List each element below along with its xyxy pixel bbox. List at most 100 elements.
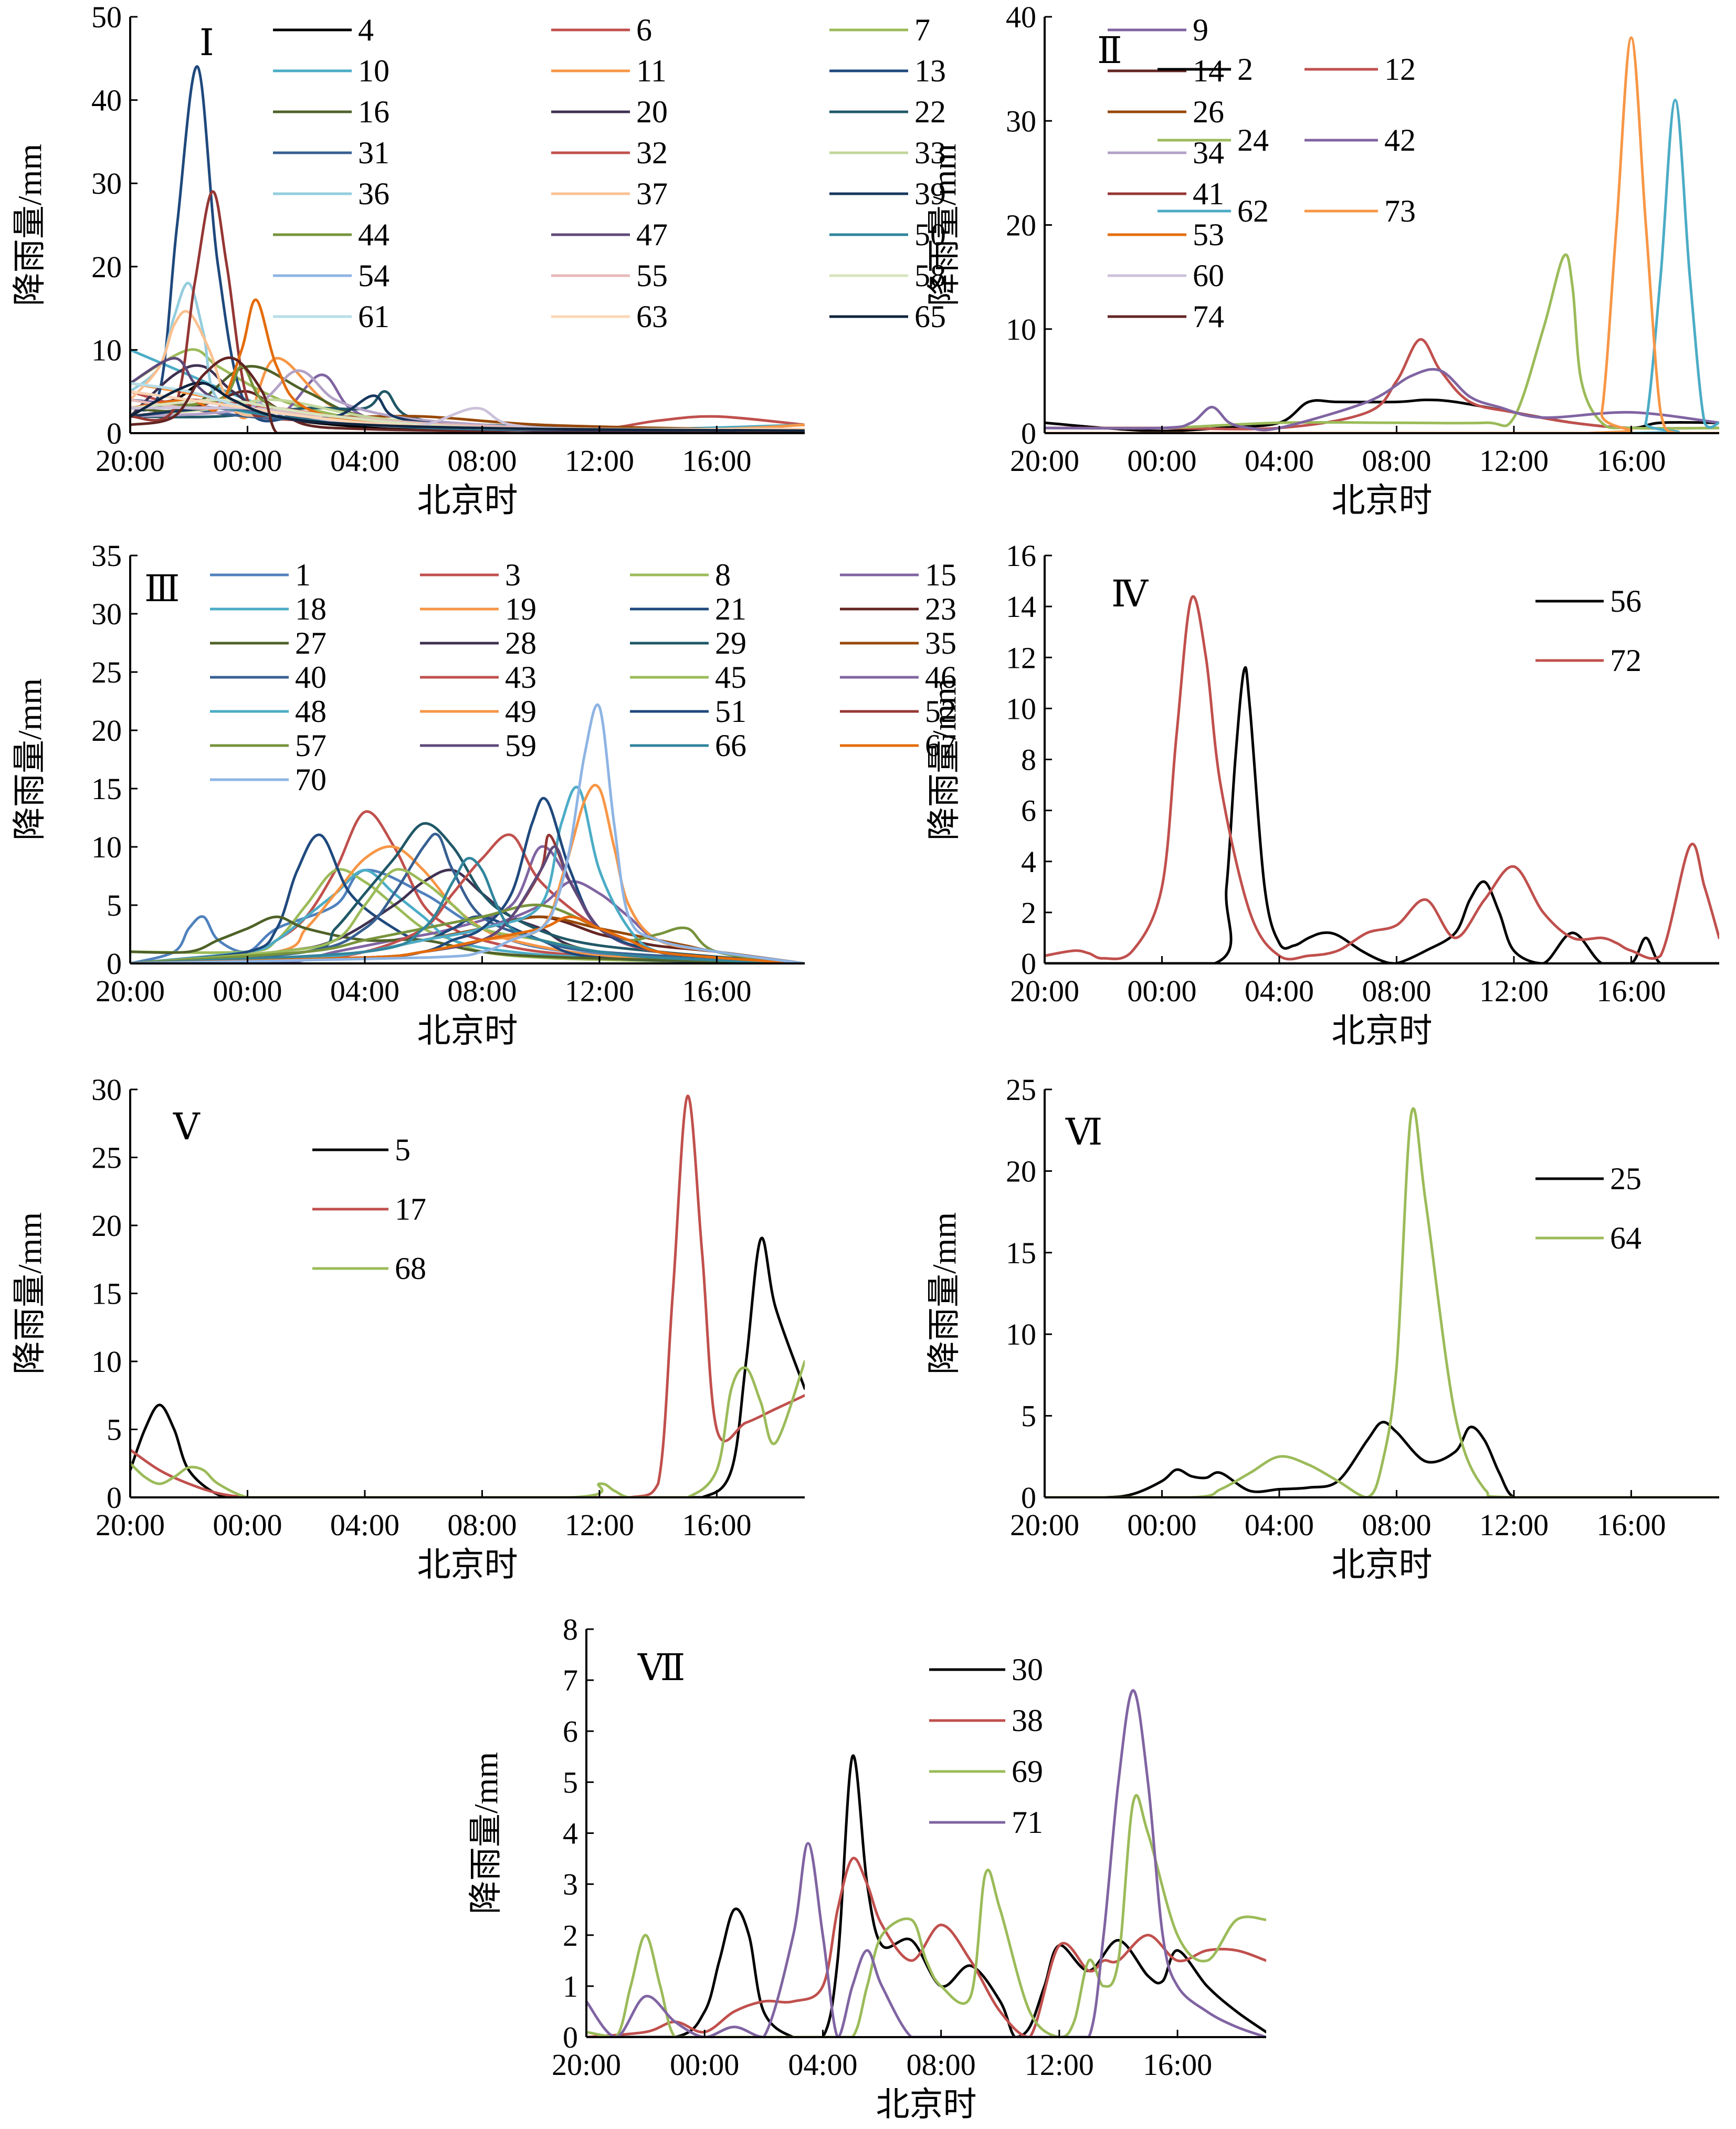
legend-entry-51: 51 — [715, 694, 746, 729]
series-line-3 — [130, 810, 805, 963]
legend-entry-48: 48 — [295, 694, 327, 729]
legend-entry-39: 39 — [914, 176, 946, 211]
legend-entry-40: 40 — [295, 660, 327, 695]
x-tick-label: 00:00 — [670, 2048, 739, 2082]
legend-entry-53: 53 — [1193, 217, 1224, 252]
y-tick-label: 10 — [91, 1345, 122, 1379]
series-line-42 — [1045, 368, 1719, 432]
x-axis-title: 北京时 — [1332, 1546, 1433, 1583]
y-tick-label: 15 — [1006, 1236, 1036, 1270]
y-tick-label: 0 — [1021, 1481, 1036, 1515]
legend-entry-9: 9 — [1193, 13, 1208, 47]
y-tick-label: 14 — [1006, 590, 1036, 624]
series-line-74 — [130, 356, 805, 433]
x-tick-label: 00:00 — [213, 444, 282, 478]
x-tick-label: 04:00 — [1245, 1508, 1314, 1542]
legend-entry-28: 28 — [505, 626, 536, 660]
series-line-62 — [1045, 99, 1719, 433]
y-tick-label: 0 — [1021, 947, 1036, 981]
legend: 30 38 69 71 — [929, 1652, 1043, 1840]
x-tick-label: 12:00 — [1479, 1508, 1549, 1542]
x-tick-label: 08:00 — [1362, 444, 1431, 478]
series-line-72 — [1045, 595, 1719, 961]
y-axis-title: 降雨量/mm — [925, 678, 963, 841]
legend-entry-22: 22 — [914, 95, 946, 129]
legend-entry-72: 72 — [1610, 643, 1642, 678]
y-tick-label: 30 — [91, 1073, 122, 1107]
y-tick-label: 5 — [563, 1765, 578, 1799]
legend-entry-21: 21 — [715, 592, 746, 626]
y-tick-label: 10 — [1006, 312, 1036, 347]
y-tick-label: 5 — [107, 888, 122, 922]
series-line-17 — [130, 1095, 805, 1497]
series-line-66 — [130, 857, 805, 963]
legend-entry-59: 59 — [505, 728, 536, 763]
x-axis-title: 北京时 — [417, 1012, 518, 1050]
y-tick-label: 50 — [91, 0, 122, 34]
legend-entry-16: 16 — [358, 95, 390, 129]
panel-label: Ⅱ — [1097, 31, 1122, 71]
y-tick-label: 20 — [91, 714, 122, 748]
legend-entry-24: 24 — [1237, 123, 1269, 158]
legend-entry-2: 2 — [1237, 52, 1253, 87]
legend-entry-3: 3 — [505, 558, 521, 592]
legend-entry-25: 25 — [1610, 1161, 1642, 1196]
y-tick-label: 25 — [1006, 1073, 1036, 1107]
y-tick-label: 10 — [91, 830, 122, 864]
legend: 2 12 24 42 62 73 — [1158, 52, 1416, 228]
series-line-21 — [130, 833, 805, 963]
y-tick-label: 35 — [91, 539, 122, 573]
y-tick-label: 0 — [1021, 416, 1036, 450]
y-tick-label: 20 — [1006, 1154, 1036, 1188]
x-tick-label: 04:00 — [330, 1508, 399, 1542]
x-axis-title: 北京时 — [1332, 482, 1433, 519]
y-tick-label: 25 — [91, 1141, 122, 1175]
x-tick-label: 08:00 — [907, 2048, 976, 2082]
series-group — [130, 65, 805, 433]
legend-entry-74: 74 — [1193, 299, 1224, 334]
panel-label: Ⅳ — [1111, 574, 1149, 615]
panel-label: Ⅲ — [144, 569, 180, 610]
legend-entry-62: 62 — [1237, 194, 1269, 228]
legend-entry-63: 63 — [636, 299, 668, 334]
legend-entry-15: 15 — [925, 558, 956, 592]
series-line-56 — [1045, 666, 1719, 963]
series-line-24 — [1045, 253, 1719, 430]
panel-label: Ⅵ — [1065, 1113, 1102, 1153]
x-tick-label: 00:00 — [1127, 974, 1196, 1008]
legend-entry-33: 33 — [914, 135, 946, 170]
legend-entry-14: 14 — [1193, 54, 1224, 88]
x-tick-label: 08:00 — [447, 1508, 517, 1542]
series-line-29 — [130, 822, 805, 963]
y-tick-label: 0 — [107, 416, 122, 450]
x-tick-label: 04:00 — [1245, 444, 1314, 478]
series-line-13 — [130, 65, 805, 432]
x-tick-label: 16:00 — [1596, 444, 1666, 478]
series-line-5 — [130, 1236, 805, 1497]
y-axis-title: 降雨量/mm — [11, 1212, 48, 1375]
chart-panel-5: 0 5 10 15 20 25 30 20:00 00:00 04:00 08:00 12:00 16:… — [11, 1073, 805, 1583]
y-tick-label: 5 — [107, 1413, 122, 1447]
x-tick-label: 16:00 — [1596, 1508, 1666, 1542]
legend-entry-1: 1 — [295, 558, 311, 592]
legend-entry-18: 18 — [295, 592, 327, 626]
series-line-65 — [130, 381, 805, 432]
legend-entry-42: 42 — [1384, 123, 1416, 158]
y-tick-label: 40 — [1006, 0, 1036, 34]
y-tick-label: 10 — [1006, 1317, 1036, 1351]
x-tick-label: 04:00 — [788, 2048, 857, 2082]
y-tick-label: 12 — [1006, 641, 1036, 675]
y-tick-label: 6 — [563, 1714, 578, 1748]
x-tick-label: 20:00 — [1010, 1508, 1079, 1542]
x-tick-label: 16:00 — [682, 1508, 751, 1542]
series-line-68 — [130, 1360, 805, 1497]
x-tick-label: 04:00 — [330, 974, 399, 1008]
y-tick-label: 1 — [563, 1969, 578, 2004]
x-tick-label: 12:00 — [1479, 444, 1549, 478]
legend-entry-23: 23 — [925, 592, 956, 626]
y-tick-label: 10 — [1006, 691, 1036, 726]
panel-label: Ⅰ — [199, 23, 214, 64]
